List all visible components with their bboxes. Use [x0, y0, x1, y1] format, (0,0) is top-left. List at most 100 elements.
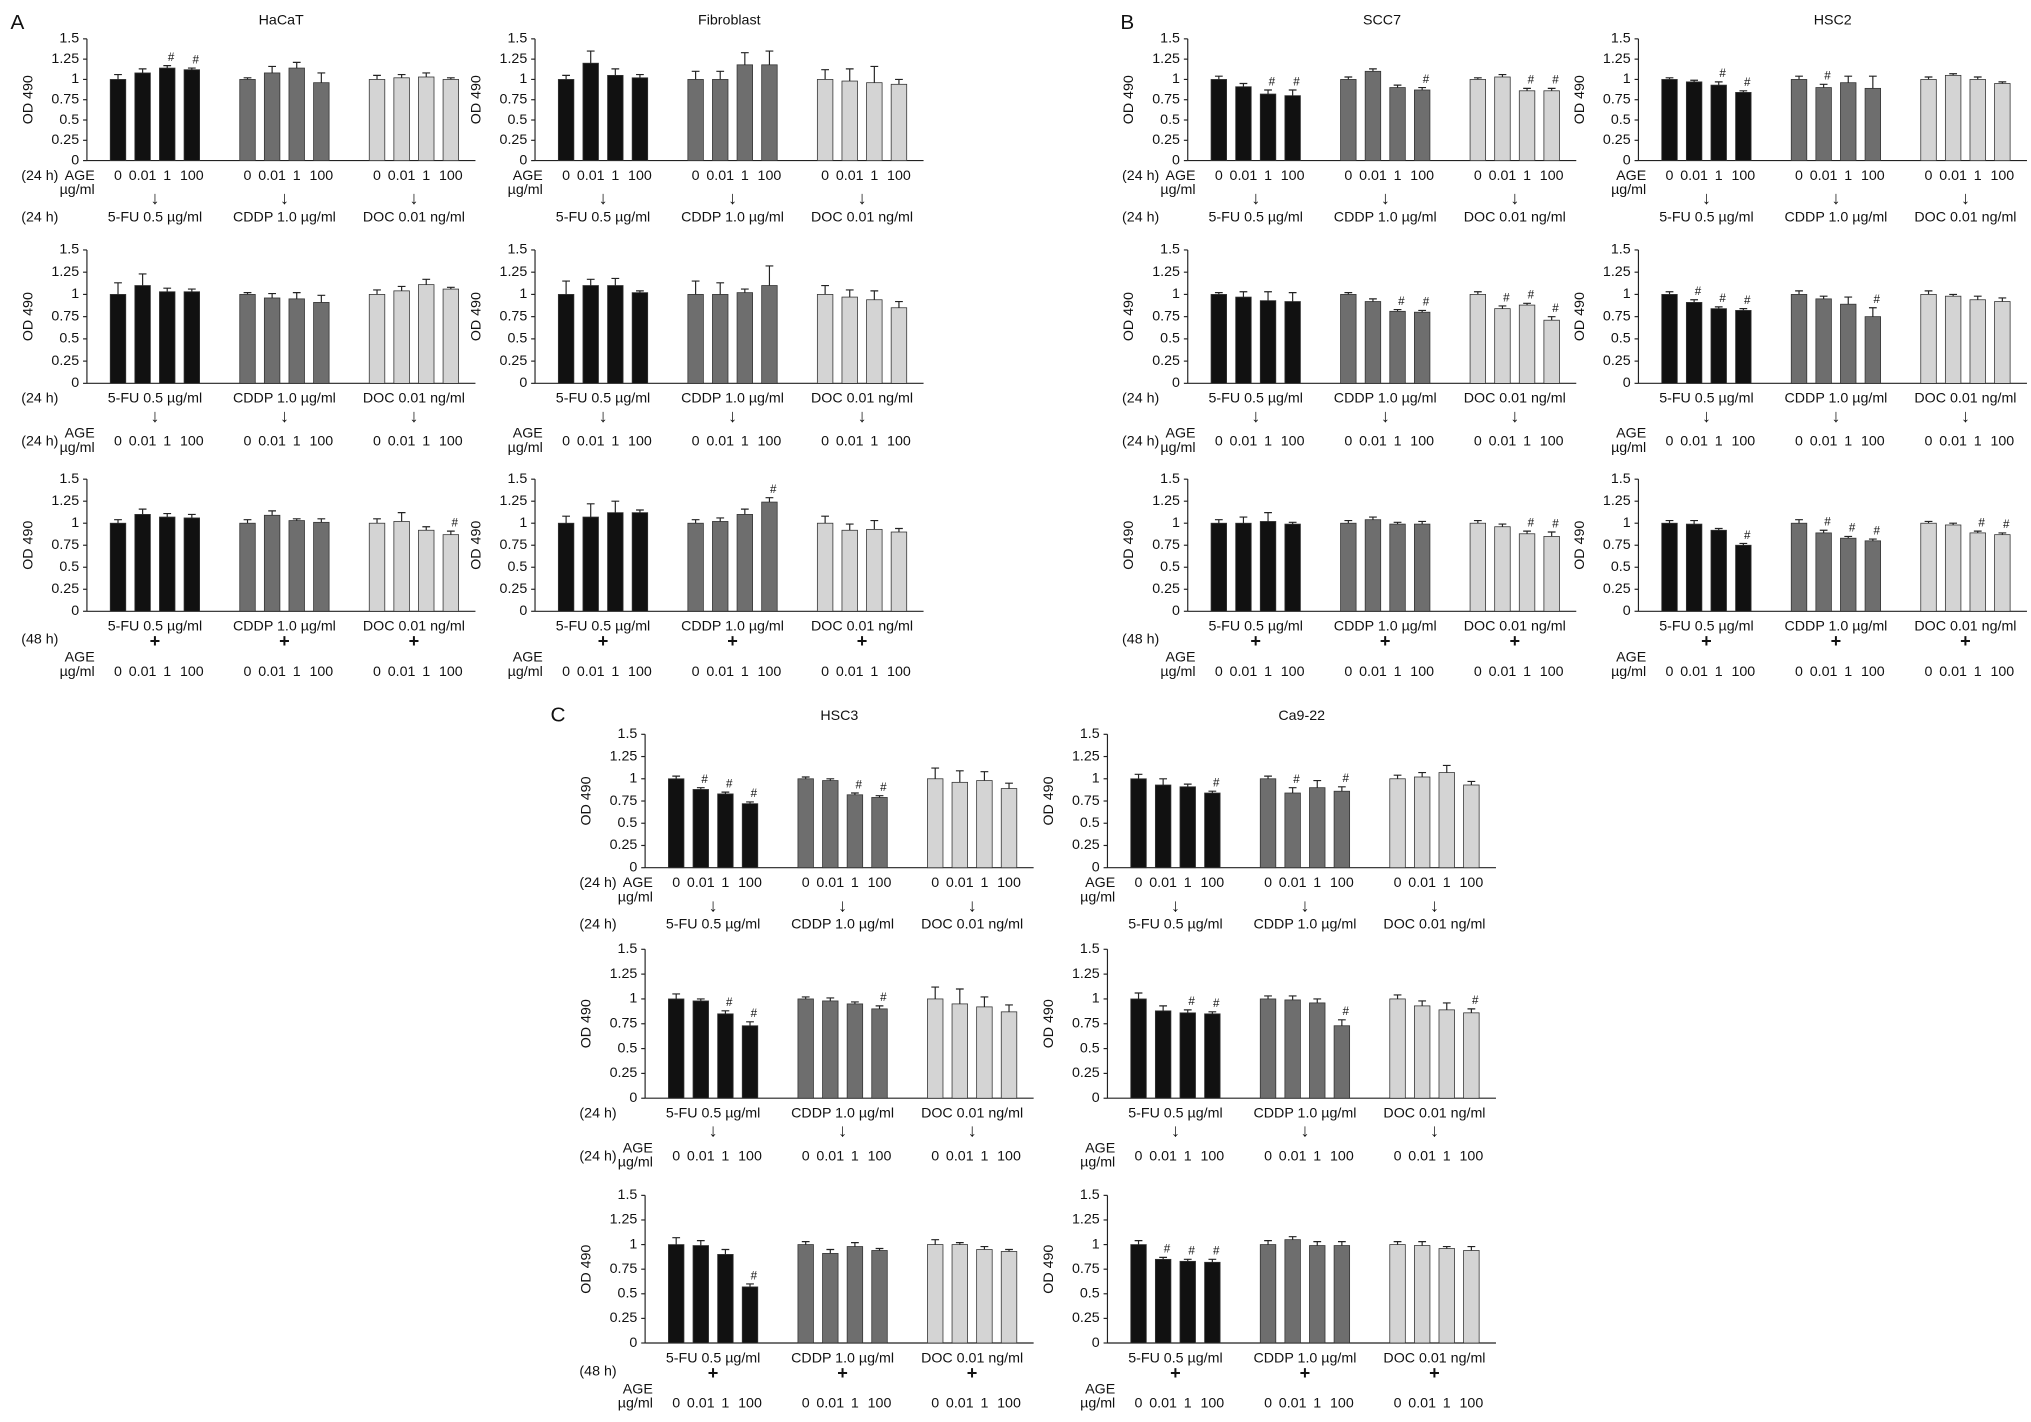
error-bar	[895, 300, 903, 308]
bar	[1259, 778, 1277, 869]
y-tick-label: 0.5	[1080, 1040, 1100, 1056]
bar	[1210, 522, 1227, 612]
bar	[1235, 522, 1252, 612]
category-label: 1	[1715, 664, 1723, 680]
bar	[1518, 304, 1536, 384]
y-tick-label: 0.75	[51, 537, 79, 553]
error-bar	[1473, 291, 1482, 295]
category-label: 100	[180, 664, 204, 680]
bar	[846, 1246, 864, 1344]
error-bar	[1868, 538, 1877, 541]
error-bar	[1498, 523, 1507, 527]
error-bar	[243, 292, 252, 295]
error-bar	[1690, 79, 1699, 82]
category-label: 1	[851, 1396, 859, 1412]
error-bar	[1973, 530, 1982, 533]
y-tick-label: 1.25	[610, 748, 638, 764]
y-tick-label: 1.25	[500, 264, 528, 280]
connector: ↓	[1430, 895, 1439, 915]
error-bar	[1998, 81, 2007, 84]
error-bar	[1159, 1005, 1168, 1011]
bar	[1543, 536, 1560, 612]
error-bar	[1393, 308, 1402, 312]
category-label: 0.01	[1489, 168, 1517, 184]
y-tick-label: 1	[1172, 71, 1180, 87]
significance-marker: #	[1472, 994, 1479, 1007]
y-tick-label: 0.75	[1072, 793, 1100, 809]
y-tick-label: 1.5	[1080, 726, 1100, 742]
y-tick-label: 0	[1092, 859, 1100, 875]
connector: +	[708, 1363, 719, 1383]
y-tick-label: 1.25	[610, 966, 638, 982]
bar	[418, 284, 435, 384]
bar	[1413, 776, 1431, 869]
treatment-label: 5-FU 0.5 µg/ml	[666, 1350, 760, 1366]
error-bar	[691, 280, 700, 295]
significance-marker: #	[1719, 67, 1726, 80]
y-tick-label: 1.25	[1072, 1212, 1100, 1228]
age-label: AGE	[1085, 1381, 1115, 1397]
treatment-label: CDDP 1.0 µg/ml	[1254, 1106, 1357, 1122]
error-bar	[721, 1010, 730, 1014]
connector: ↓	[1702, 188, 1711, 208]
bar	[1710, 529, 1727, 612]
bar	[1840, 82, 1857, 161]
error-bar	[1998, 297, 2007, 302]
error-bar	[1498, 305, 1507, 309]
connector: ↓	[1831, 406, 1840, 426]
category-label: 0	[1135, 875, 1143, 891]
bar	[846, 1003, 864, 1099]
error-bar	[1523, 530, 1531, 534]
panel-letter: C	[551, 704, 566, 727]
y-tick-label: 1.5	[1611, 31, 1631, 47]
error-bar	[397, 285, 406, 291]
category-label: 100	[1731, 433, 1755, 449]
connector: ↓	[1300, 1121, 1309, 1141]
bar	[712, 521, 729, 612]
error-bar	[672, 993, 681, 999]
treatment-label: 5-FU 0.5 µg/ml	[1659, 209, 1753, 225]
error-bar	[636, 290, 644, 293]
error-bar	[851, 1001, 859, 1004]
y-tick-label: 1.5	[1611, 242, 1631, 258]
y-tick-label: 1.25	[51, 51, 79, 67]
error-bar	[1739, 308, 1748, 311]
error-bar	[562, 74, 570, 80]
category-label: 0	[692, 168, 700, 184]
category-label: 0.01	[1149, 1148, 1177, 1164]
bar	[761, 501, 778, 612]
bar	[1735, 310, 1752, 384]
category-label: 0.01	[129, 168, 157, 184]
category-label: 1	[870, 433, 878, 449]
category-label: 1	[1184, 875, 1192, 891]
bar	[288, 520, 305, 612]
category-label: 100	[1990, 433, 2014, 449]
y-tick-label: 0.25	[610, 1310, 638, 1326]
category-label: 100	[180, 168, 204, 184]
category-label: 0.01	[1359, 433, 1387, 449]
error-bar	[1393, 774, 1402, 779]
bar	[976, 780, 993, 869]
category-label: 0.01	[687, 1148, 715, 1164]
bar	[1364, 70, 1382, 161]
error-bar	[1739, 542, 1748, 546]
error-bar	[1264, 512, 1272, 522]
bar	[687, 294, 704, 384]
bar	[1518, 90, 1536, 161]
time-label: (24 h)	[21, 209, 58, 225]
bar	[1661, 294, 1678, 384]
category-label: 1	[1844, 433, 1852, 449]
unit-label: µg/ml	[1611, 664, 1646, 680]
treatment-label: DOC 0.01 ng/ml	[921, 1350, 1023, 1366]
error-bar	[1214, 292, 1223, 295]
error-bar	[765, 497, 774, 503]
treatment-label: 5-FU 0.5 µg/ml	[1209, 619, 1303, 635]
bar	[1259, 521, 1277, 612]
bar	[1994, 534, 2011, 612]
error-bar	[1418, 1000, 1427, 1006]
treatment-label: DOC 0.01 ng/ml	[363, 619, 465, 635]
error-bar	[1473, 519, 1482, 524]
bar	[712, 294, 729, 384]
unit-label: µg/ml	[1080, 1155, 1115, 1171]
bar	[1840, 303, 1857, 384]
